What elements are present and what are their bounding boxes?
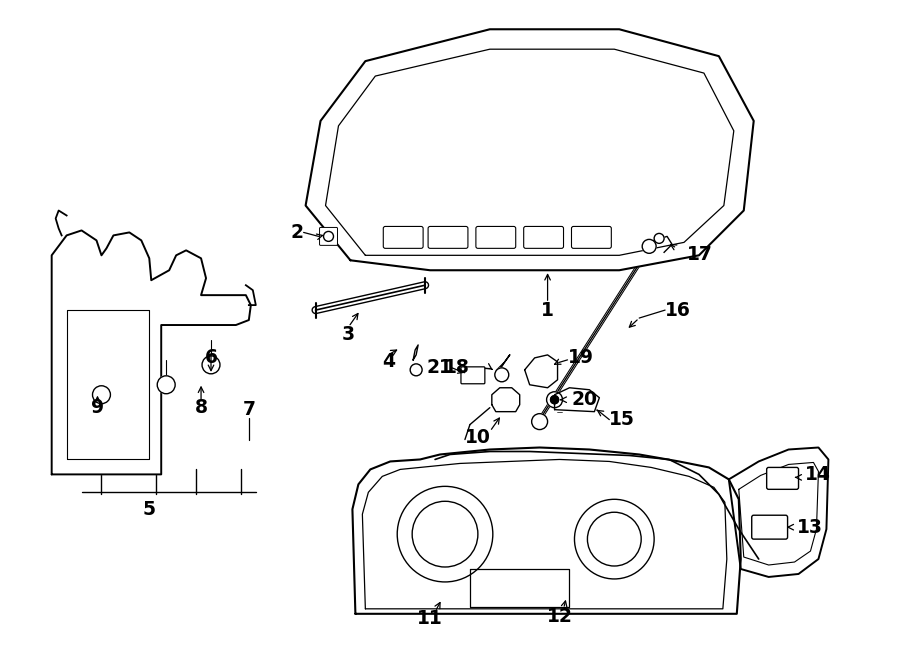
Circle shape: [93, 386, 111, 404]
Polygon shape: [470, 569, 570, 607]
Text: 8: 8: [194, 398, 208, 417]
Text: 18: 18: [444, 358, 470, 377]
FancyBboxPatch shape: [476, 227, 516, 249]
Text: 21: 21: [426, 358, 452, 377]
FancyBboxPatch shape: [428, 227, 468, 249]
FancyBboxPatch shape: [383, 227, 423, 249]
FancyBboxPatch shape: [767, 467, 798, 489]
Text: 20: 20: [572, 390, 598, 409]
FancyBboxPatch shape: [461, 367, 485, 384]
Text: 10: 10: [465, 428, 491, 447]
Text: 19: 19: [568, 348, 593, 368]
Circle shape: [158, 376, 176, 394]
Text: 16: 16: [665, 301, 691, 319]
Text: 3: 3: [342, 325, 355, 344]
Polygon shape: [729, 447, 828, 577]
Text: 2: 2: [291, 223, 303, 242]
Text: 9: 9: [91, 398, 104, 417]
Polygon shape: [525, 355, 557, 388]
Text: 12: 12: [546, 607, 572, 626]
Polygon shape: [353, 447, 741, 614]
Polygon shape: [67, 310, 149, 459]
Circle shape: [654, 233, 664, 243]
Circle shape: [643, 239, 656, 253]
Circle shape: [532, 414, 547, 430]
Text: 17: 17: [687, 245, 713, 264]
Circle shape: [410, 364, 422, 376]
Polygon shape: [491, 388, 519, 412]
Circle shape: [574, 499, 654, 579]
Polygon shape: [306, 29, 753, 270]
FancyBboxPatch shape: [524, 227, 563, 249]
Circle shape: [546, 392, 562, 408]
Text: 7: 7: [242, 400, 256, 419]
Circle shape: [397, 486, 493, 582]
Text: 4: 4: [382, 352, 395, 371]
Text: 15: 15: [609, 410, 635, 429]
Circle shape: [202, 356, 220, 374]
Text: 11: 11: [418, 609, 443, 629]
Circle shape: [323, 231, 334, 241]
Circle shape: [588, 512, 641, 566]
Circle shape: [551, 396, 559, 404]
Polygon shape: [51, 231, 251, 475]
Polygon shape: [554, 388, 599, 412]
Text: 13: 13: [796, 518, 823, 537]
FancyBboxPatch shape: [572, 227, 611, 249]
Text: 1: 1: [541, 301, 554, 319]
Text: 14: 14: [805, 465, 831, 484]
Text: 5: 5: [143, 500, 156, 519]
FancyBboxPatch shape: [752, 515, 788, 539]
FancyBboxPatch shape: [320, 227, 338, 245]
Text: 6: 6: [204, 348, 218, 368]
Circle shape: [495, 368, 508, 382]
Circle shape: [412, 501, 478, 567]
